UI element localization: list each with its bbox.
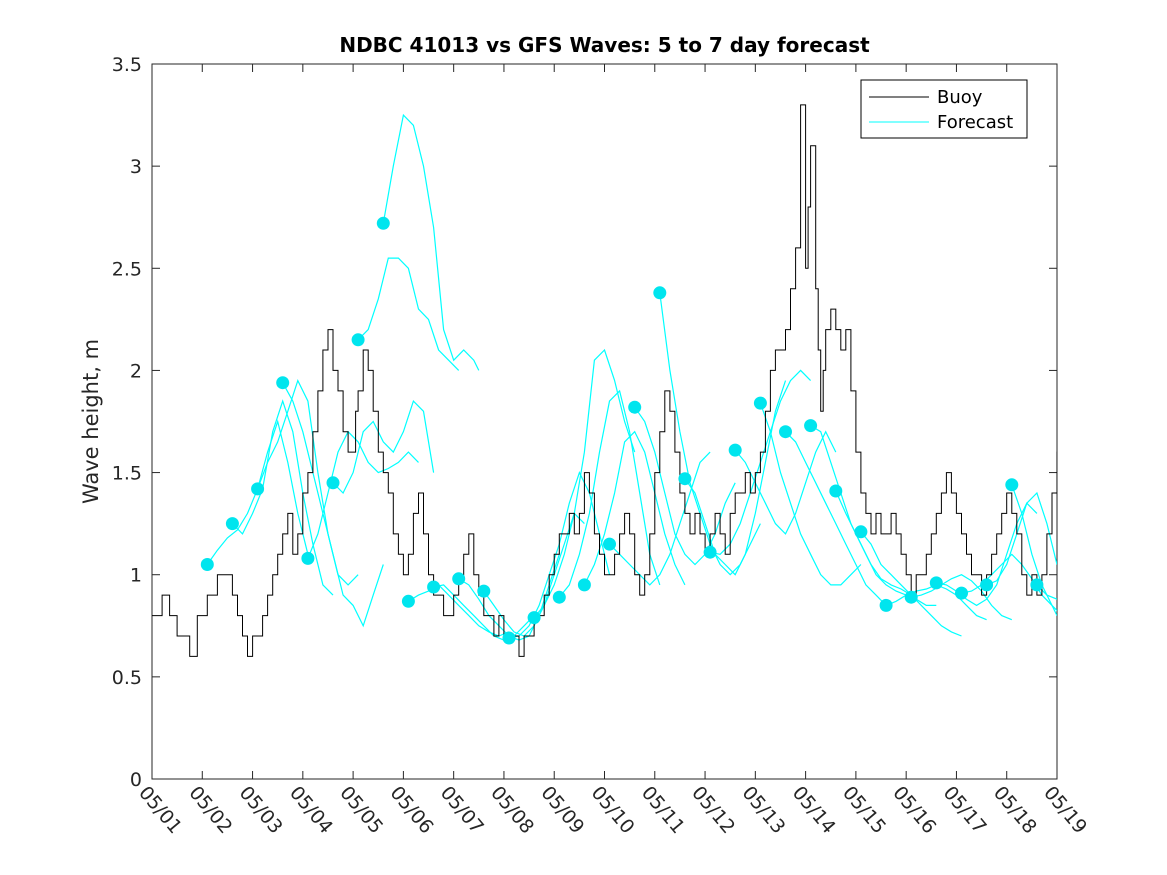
forecast-line (609, 451, 711, 586)
forecast-marker (276, 376, 290, 390)
forecast-line (357, 257, 460, 371)
forecast-marker (653, 286, 667, 300)
forecast-marker (904, 590, 918, 604)
plot-area (152, 104, 1057, 657)
forecast-line (408, 584, 510, 637)
forecast-line (583, 430, 686, 586)
legend: Buoy Forecast (860, 79, 1028, 139)
forecast-line (911, 574, 1013, 621)
y-tick-label: 1 (130, 565, 142, 587)
forecast-marker (728, 443, 742, 457)
forecast-marker (502, 631, 516, 645)
y-tick-label: 1.5 (112, 463, 142, 485)
forecast-marker (301, 551, 315, 565)
forecast-marker (879, 598, 893, 612)
forecast-marker (980, 578, 994, 592)
forecast-marker (477, 584, 491, 598)
forecast-marker (603, 537, 616, 551)
y-tick-label: 2.5 (112, 258, 142, 280)
forecast-marker (351, 333, 365, 347)
forecast-marker (427, 580, 441, 594)
forecast-marker (326, 476, 340, 490)
forecast-marker (376, 216, 390, 230)
forecast-marker (703, 545, 717, 559)
buoy-line (152, 104, 1057, 657)
forecast-line (433, 584, 535, 641)
forecast-line (558, 389, 661, 598)
forecast-marker (829, 484, 843, 498)
y-axis-label: Wave height, m (79, 339, 103, 504)
y-tick-label: 3.5 (112, 54, 142, 76)
y-tick-label: 3 (130, 156, 142, 178)
forecast-line (231, 399, 334, 596)
forecast-line (533, 348, 636, 618)
forecast-line (835, 490, 937, 607)
forecast-line (936, 502, 1038, 607)
chart-title: NDBC 41013 vs GFS Waves: 5 to 7 day fore… (339, 33, 870, 57)
forecast-marker (955, 586, 968, 600)
forecast-line (634, 406, 736, 566)
forecast-marker (753, 396, 767, 410)
forecast-line (307, 430, 419, 559)
y-tick-label: 2 (130, 360, 142, 382)
forecast-marker (628, 400, 642, 414)
forecast-marker (929, 576, 943, 590)
forecast-line (684, 380, 787, 576)
forecast-line (332, 399, 435, 495)
forecast-marker (678, 472, 692, 486)
forecast-line (785, 431, 887, 606)
y-tick-label: 0.5 (112, 667, 142, 689)
forecast-marker (854, 525, 868, 539)
legend-label-buoy: Buoy (937, 87, 983, 108)
y-tick-label: 0 (130, 769, 142, 791)
forecast-line (986, 491, 1057, 586)
forecast-marker (577, 578, 591, 592)
forecast-line (734, 430, 837, 535)
forecast-marker (1030, 578, 1044, 592)
forecast-marker (779, 425, 792, 439)
forecast-line (961, 553, 1057, 612)
forecast-marker (401, 594, 415, 608)
forecast-line (257, 379, 359, 586)
forecast-line (382, 113, 480, 371)
forecast-marker (804, 419, 818, 433)
legend-box (860, 79, 1028, 139)
forecast-marker (452, 572, 466, 586)
forecast-marker (225, 517, 239, 531)
forecast-line (1011, 484, 1057, 616)
legend-label-forecast: Forecast (937, 112, 1013, 133)
forecast-marker (552, 590, 566, 604)
forecast-marker (251, 482, 265, 496)
forecast-marker (200, 558, 214, 571)
forecast-marker (527, 611, 541, 625)
forecast-marker (1005, 478, 1019, 492)
forecast-line (759, 402, 862, 586)
forecast-line (282, 382, 384, 628)
